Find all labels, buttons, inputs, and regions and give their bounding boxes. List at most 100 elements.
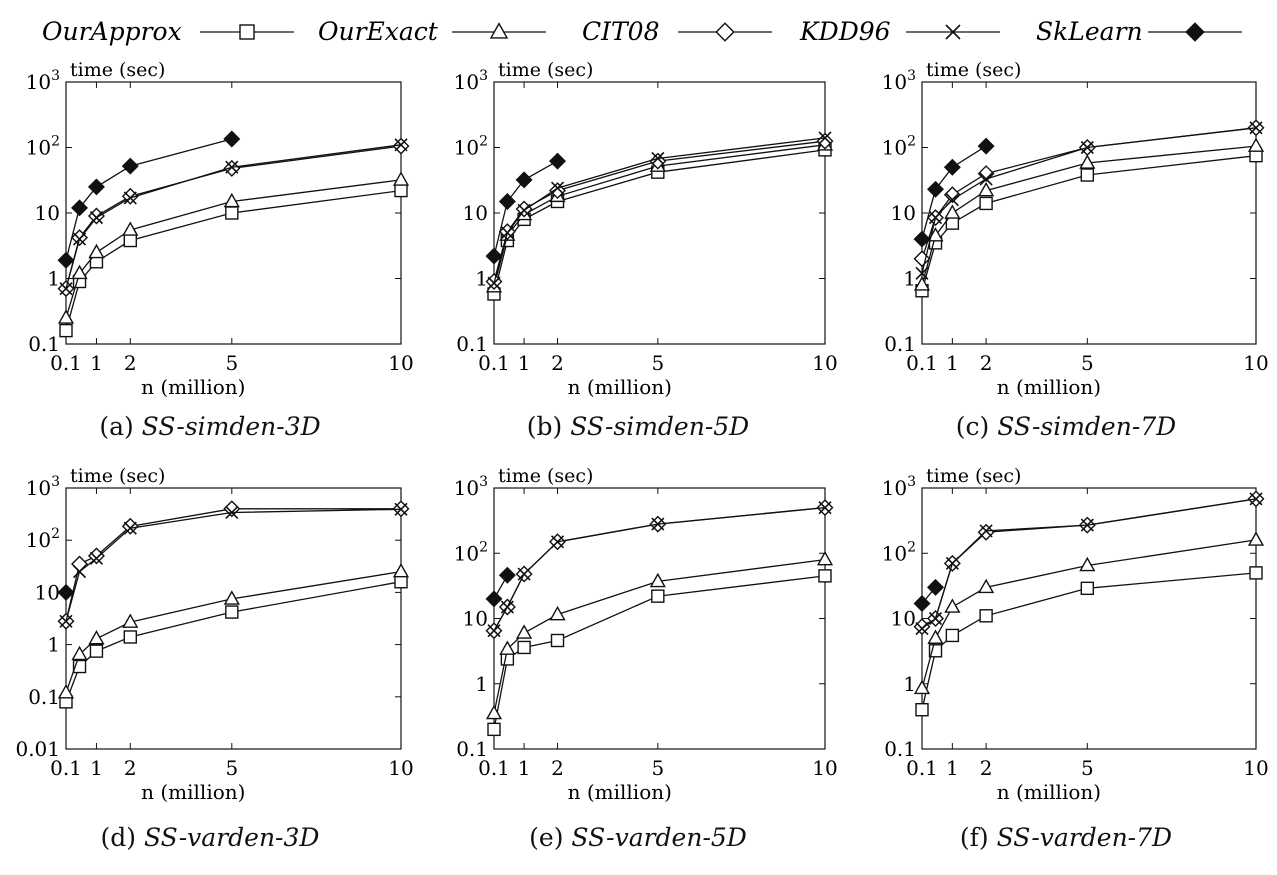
data-point bbox=[392, 137, 410, 155]
data-point bbox=[1249, 492, 1263, 506]
data-point bbox=[71, 645, 88, 661]
legend-marker-square bbox=[239, 24, 255, 40]
plot-frame bbox=[921, 81, 1257, 345]
data-point bbox=[59, 323, 73, 338]
data-point bbox=[979, 196, 993, 211]
chart-caption: (e) SS-varden-5D bbox=[478, 823, 798, 852]
chart-panel-ss-varden-7d: 0.1 1 10 102 103 0.1 1 2 5 10 time (sec) n (million… bbox=[856, 462, 1276, 816]
series-sklearn bbox=[913, 578, 944, 612]
series-line bbox=[921, 145, 1257, 285]
data-point bbox=[978, 181, 995, 197]
series-kdd96 bbox=[487, 501, 832, 638]
data-point bbox=[72, 565, 87, 579]
data-point bbox=[517, 567, 531, 581]
data-point bbox=[549, 152, 567, 170]
tick-label: 10 bbox=[35, 580, 60, 604]
tick-label: 0.1 bbox=[478, 756, 510, 780]
plot-frame bbox=[493, 81, 826, 345]
data-point bbox=[978, 578, 995, 594]
data-point bbox=[1080, 518, 1094, 532]
data-point bbox=[57, 309, 75, 324]
data-point bbox=[59, 614, 73, 628]
data-point bbox=[818, 131, 832, 145]
series-line bbox=[493, 137, 826, 284]
tick-label: 0.1 bbox=[906, 351, 938, 375]
data-point bbox=[71, 555, 89, 573]
data-point bbox=[89, 211, 104, 225]
chart-caption: (a) SS-simden-3D bbox=[50, 412, 370, 441]
data-point bbox=[517, 640, 531, 655]
caption-prefix: (f) bbox=[959, 823, 997, 852]
series-line bbox=[493, 149, 826, 295]
series-line bbox=[65, 508, 402, 622]
data-point bbox=[913, 594, 931, 612]
series-line bbox=[65, 570, 402, 693]
series-line bbox=[493, 506, 826, 632]
data-point bbox=[927, 578, 944, 596]
data-point bbox=[818, 569, 832, 583]
tick-label: 0.1 bbox=[884, 332, 916, 356]
data-point bbox=[1080, 581, 1095, 596]
data-point bbox=[392, 562, 410, 578]
tick-label: 5 bbox=[225, 756, 238, 780]
x-axis-label: n (million) bbox=[141, 375, 245, 399]
tick-label: 102 bbox=[882, 134, 916, 160]
data-point bbox=[818, 501, 832, 515]
series-ourexact bbox=[913, 531, 1265, 695]
chart-caption: (b) SS-simden-5D bbox=[478, 412, 798, 441]
series-ourapprox bbox=[915, 566, 1263, 717]
data-point bbox=[979, 172, 993, 186]
data-point bbox=[944, 598, 961, 613]
tick-label: 1 bbox=[47, 267, 60, 291]
tick-label: 0.1 bbox=[456, 737, 488, 761]
series-line bbox=[921, 572, 1257, 710]
data-point bbox=[225, 206, 239, 220]
data-point bbox=[87, 207, 105, 225]
tick-label: 103 bbox=[26, 474, 60, 500]
data-point bbox=[223, 590, 240, 605]
series-kdd96 bbox=[59, 138, 408, 296]
series-sklearn bbox=[57, 583, 75, 601]
tick-label: 0.1 bbox=[456, 332, 488, 356]
x-axis-label: n (million) bbox=[997, 780, 1101, 804]
chart-panel-ss-simden-5d: 0.1 1 10 102 103 0.1 1 2 5 10 time (sec) n (million… bbox=[428, 56, 848, 410]
tick-label: 0.1 bbox=[478, 351, 510, 375]
data-point bbox=[394, 502, 408, 516]
x-axis-label: n (million) bbox=[997, 375, 1101, 399]
data-point bbox=[913, 250, 931, 268]
data-point bbox=[979, 524, 993, 538]
data-point bbox=[500, 600, 514, 614]
series-sklearn bbox=[485, 152, 567, 265]
data-point bbox=[498, 192, 516, 210]
data-point bbox=[485, 247, 503, 265]
chart-panel-ss-varden-5d: 0.1 1 10 102 103 0.1 1 2 5 10 time (sec) n (million… bbox=[428, 462, 848, 816]
chart-caption: (f) SS-varden-7D bbox=[906, 823, 1226, 852]
data-point bbox=[651, 151, 665, 166]
data-point bbox=[928, 611, 943, 626]
data-point bbox=[72, 232, 87, 246]
legend-label: SkLearn bbox=[1036, 17, 1143, 46]
tick-label: 1 bbox=[47, 633, 60, 657]
series-ourapprox bbox=[915, 148, 1263, 298]
data-point bbox=[928, 211, 943, 225]
data-point bbox=[485, 704, 503, 720]
data-point bbox=[121, 157, 139, 175]
series-line bbox=[921, 155, 1257, 291]
tick-label: 0.1 bbox=[28, 332, 60, 356]
series-line bbox=[921, 127, 1257, 274]
data-point bbox=[223, 159, 241, 177]
data-point bbox=[943, 158, 961, 176]
series-ourexact bbox=[57, 562, 410, 699]
tick-label: 103 bbox=[26, 68, 60, 94]
data-point bbox=[1249, 566, 1263, 580]
data-point bbox=[651, 589, 665, 603]
series-line bbox=[65, 138, 232, 261]
data-point bbox=[122, 613, 139, 628]
data-point bbox=[223, 130, 241, 148]
series-line bbox=[65, 179, 402, 319]
series-line bbox=[493, 575, 826, 730]
data-point bbox=[499, 640, 516, 655]
